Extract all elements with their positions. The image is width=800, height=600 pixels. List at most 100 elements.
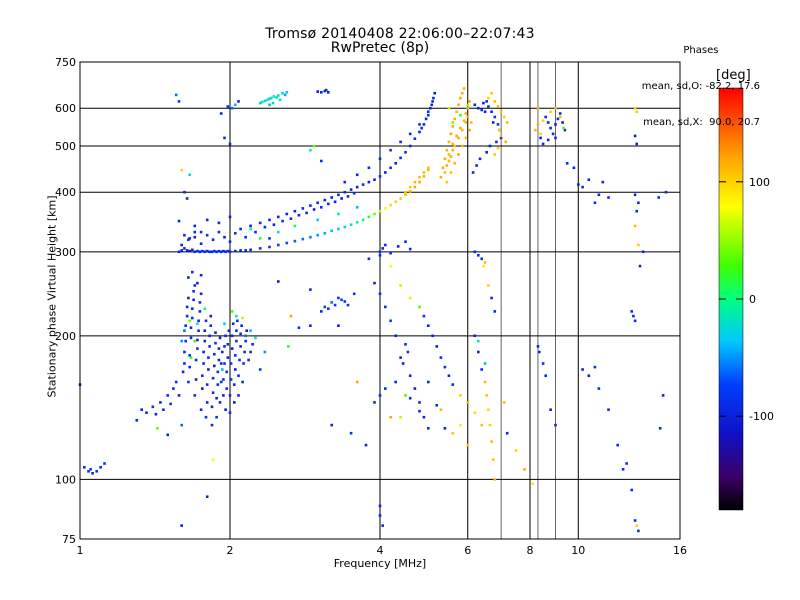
data-point: [183, 350, 186, 354]
data-point: [625, 462, 628, 465]
data-point: [480, 368, 483, 371]
data-point: [554, 136, 557, 140]
data-point: [378, 514, 382, 517]
data-point: [373, 178, 376, 181]
data-point: [490, 440, 493, 443]
data-point: [470, 121, 473, 124]
data-point: [224, 408, 227, 411]
data-point: [216, 383, 220, 386]
data-point: [485, 151, 488, 154]
data-point: [534, 128, 537, 132]
data-point: [459, 113, 462, 117]
data-point: [514, 449, 518, 452]
data-point: [477, 350, 480, 354]
data-point: [459, 96, 462, 100]
data-point: [349, 431, 353, 435]
data-point: [151, 405, 155, 409]
data-point: [346, 303, 350, 307]
data-point: [202, 350, 205, 354]
data-point: [87, 470, 90, 473]
data-point: [189, 326, 193, 329]
data-point: [352, 192, 356, 195]
data-point: [420, 126, 423, 130]
data-point: [187, 296, 190, 300]
data-point: [205, 383, 209, 386]
colorbar-tick-label: 0: [749, 293, 756, 306]
data-point: [445, 148, 449, 152]
data-point: [468, 100, 471, 103]
data-point: [418, 123, 421, 126]
data-point: [229, 362, 233, 365]
data-point: [174, 380, 178, 384]
data-point: [234, 354, 237, 357]
data-point: [378, 292, 382, 296]
data-point: [316, 201, 319, 205]
data-point: [408, 185, 412, 189]
data-point: [204, 319, 208, 323]
data-point: [258, 101, 262, 105]
data-point: [230, 334, 234, 338]
data-point: [241, 316, 244, 320]
data-point: [333, 200, 337, 204]
colorbar-unit-label: [deg]: [716, 68, 751, 83]
data-point: [323, 305, 327, 309]
data-point: [240, 324, 243, 327]
data-point: [233, 383, 236, 386]
data-point: [577, 183, 580, 186]
data-point: [285, 241, 289, 245]
data-point: [193, 230, 197, 234]
data-point: [449, 171, 453, 174]
data-point: [554, 106, 557, 110]
data-point: [289, 217, 293, 220]
data-point: [373, 281, 376, 285]
data-point: [367, 166, 371, 170]
data-point: [447, 140, 451, 144]
data-point: [404, 193, 407, 197]
data-point: [268, 245, 271, 249]
data-point: [251, 343, 254, 346]
y-tick-label: 750: [55, 56, 76, 69]
data-point: [404, 343, 407, 346]
data-point: [483, 261, 487, 264]
data-point: [531, 482, 534, 485]
data-point: [488, 423, 492, 427]
data-point: [413, 137, 417, 140]
data-point: [231, 322, 235, 325]
data-point: [226, 343, 230, 346]
data-point: [367, 257, 371, 261]
data-point: [607, 196, 610, 199]
data-point: [496, 123, 500, 126]
data-point: [635, 524, 638, 527]
data-point: [635, 110, 638, 113]
data-point: [239, 249, 242, 252]
data-point: [196, 281, 199, 285]
data-point: [554, 423, 557, 427]
data-point: [408, 296, 412, 300]
data-point: [593, 201, 597, 205]
x-tick-label: 2: [227, 544, 234, 557]
data-point: [229, 378, 233, 381]
data-point: [346, 195, 350, 198]
data-point: [427, 110, 430, 113]
data-point: [549, 110, 552, 113]
data-point: [541, 119, 545, 122]
data-point: [184, 324, 187, 327]
data-point: [222, 394, 225, 397]
data-point: [424, 117, 428, 121]
data-point: [191, 248, 194, 252]
data-point: [228, 142, 232, 146]
data-point: [271, 101, 275, 105]
data-point: [228, 240, 232, 243]
data-point: [208, 345, 211, 348]
data-point: [499, 110, 503, 113]
data-point: [193, 339, 197, 343]
data-point: [205, 401, 209, 404]
data-point: [320, 310, 323, 313]
data-point: [558, 115, 562, 119]
data-point: [449, 155, 453, 158]
data-point: [198, 301, 202, 304]
data-point: [337, 212, 340, 216]
data-point: [493, 100, 497, 103]
data-point: [554, 123, 557, 126]
data-point: [309, 148, 312, 152]
